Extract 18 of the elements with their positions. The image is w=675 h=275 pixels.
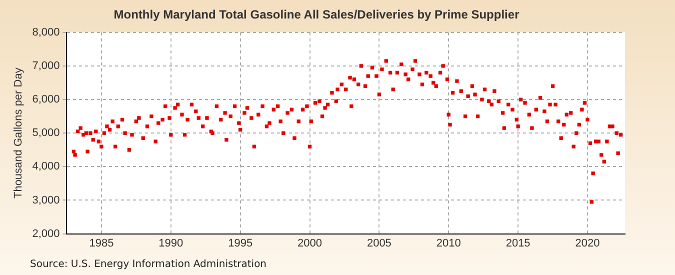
y-tick-label: 2,000 [32,228,60,240]
x-tick-label: 2000 [298,237,322,250]
y-tick-label: 4,000 [32,160,60,173]
x-tick-label: 2015 [506,237,530,250]
source-note: Source: U.S. Energy Information Administration [30,259,267,270]
y-tick-label: 6,000 [32,94,60,106]
x-tick-label: 1990 [158,237,184,250]
x-tick-label: 2010 [436,237,461,250]
x-tick-label: 1995 [228,237,253,250]
y-axis-title: Thousand Gallons per Day [12,67,25,199]
x-tick-label: 2005 [366,237,392,250]
y-tick-label: 3,000 [32,194,60,206]
chart-title: Monthly Maryland Total Gasoline All Sales/Deliveries by Prime Supplier [114,8,520,22]
x-tick-label: 1985 [89,237,114,250]
y-tick-label: 7,000 [32,60,60,72]
y-tick-label: 5,000 [32,127,60,140]
y-tick-label: 8,000 [32,26,60,38]
x-tick-label: 2020 [575,237,600,250]
